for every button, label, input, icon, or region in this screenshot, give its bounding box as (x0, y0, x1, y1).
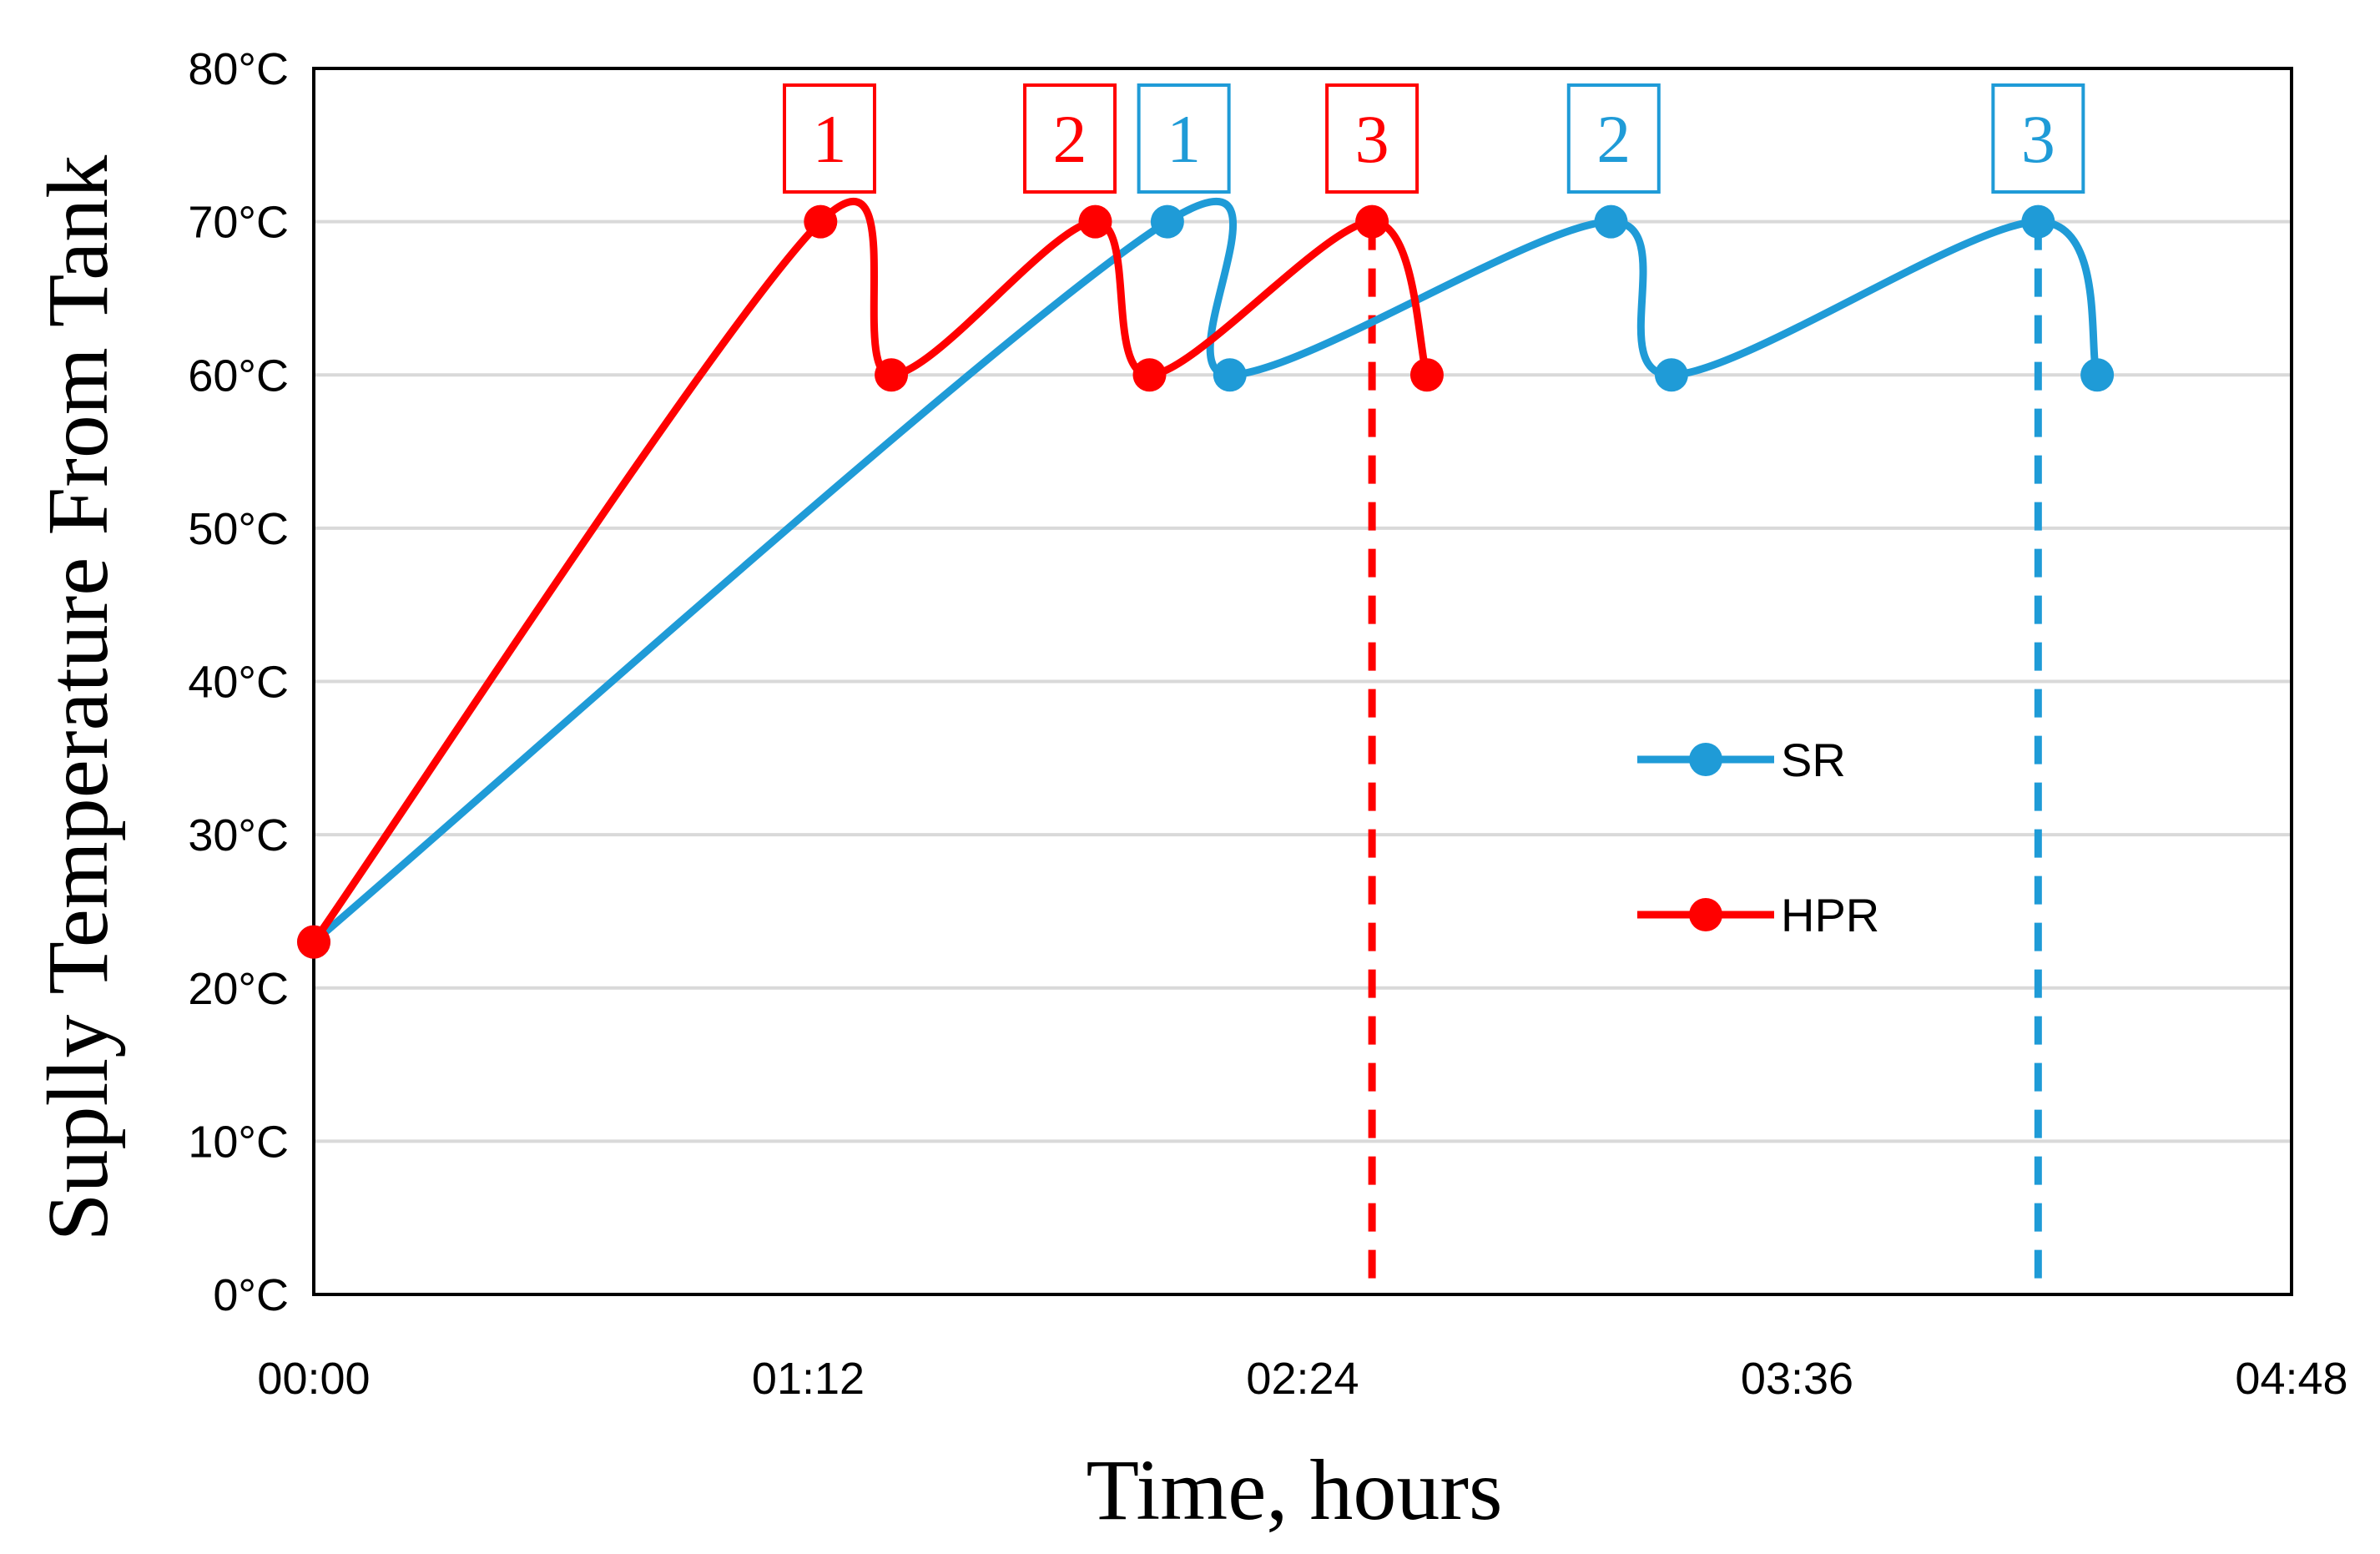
y-tick-label: 60°C (188, 351, 289, 401)
annotation-box-hpr (783, 83, 877, 194)
x-tick-label: 01:12 (752, 1354, 865, 1404)
data-point-hpr (875, 358, 909, 392)
legend-marker (1689, 743, 1722, 776)
x-tick-label: 02:24 (1246, 1354, 1359, 1404)
y-tick-label: 80°C (188, 44, 289, 94)
legend-item-hpr: HPR (1637, 889, 1879, 941)
annotation-box-hpr (1325, 83, 1419, 194)
series-line-sr (311, 197, 2101, 946)
annotation-label-sr: 1 (1167, 101, 1201, 177)
gridlines (314, 219, 2292, 1143)
y-tick-label: 10°C (188, 1117, 289, 1167)
annotation-label-hpr: 3 (1355, 101, 1389, 177)
data-point-sr (2021, 204, 2055, 239)
legend-label: HPR (1781, 889, 1879, 941)
x-tick-label: 00:00 (257, 1354, 370, 1404)
y-tick-label: 0°C (213, 1270, 289, 1320)
data-point-hpr (1409, 358, 1444, 392)
data-point-hpr (1078, 204, 1112, 239)
annotation-box-hpr (1023, 83, 1117, 194)
data-point-sr (2080, 358, 2115, 392)
annotation-box-sr (1137, 83, 1231, 194)
plot-frame (312, 67, 2293, 1296)
y-tick-label: 20°C (188, 964, 289, 1014)
data-point-sr (1654, 358, 1688, 392)
annotation-label-sr: 3 (2021, 101, 2055, 177)
x-axis-title: Time, hours (1087, 1442, 1503, 1538)
x-tick-label: 03:36 (1741, 1354, 1853, 1404)
y-tick-label: 30°C (188, 810, 289, 860)
data-point-hpr (804, 204, 838, 239)
annotation-box-sr (1991, 83, 2085, 194)
annotation-label-hpr: 2 (1053, 101, 1087, 177)
data-point-hpr (1132, 358, 1167, 392)
series-hpr (297, 198, 1444, 959)
annotation-label-hpr: 1 (813, 101, 847, 177)
legend-marker (1689, 898, 1722, 931)
series-line-hpr (310, 198, 1431, 945)
data-point-sr (1213, 358, 1247, 392)
legend: SR HPR (1637, 734, 1879, 941)
y-tick-label: 50°C (188, 504, 289, 554)
data-point-sr (1150, 204, 1184, 239)
y-tick-label: 70°C (188, 198, 289, 248)
legend-label: SR (1781, 734, 1846, 786)
data-point-hpr (1355, 204, 1389, 239)
x-tick-label: 04:48 (2235, 1354, 2347, 1404)
y-tick-label: 40°C (188, 658, 289, 708)
annotation-label-sr: 2 (1596, 101, 1631, 177)
data-point-hpr (297, 925, 330, 959)
y-axis-title: Suplly Temperature From Tank (30, 155, 126, 1242)
series-sr (297, 197, 2115, 959)
legend-item-sr: SR (1637, 734, 1846, 786)
annotation-box-sr (1566, 83, 1661, 194)
data-point-sr (1594, 204, 1628, 239)
